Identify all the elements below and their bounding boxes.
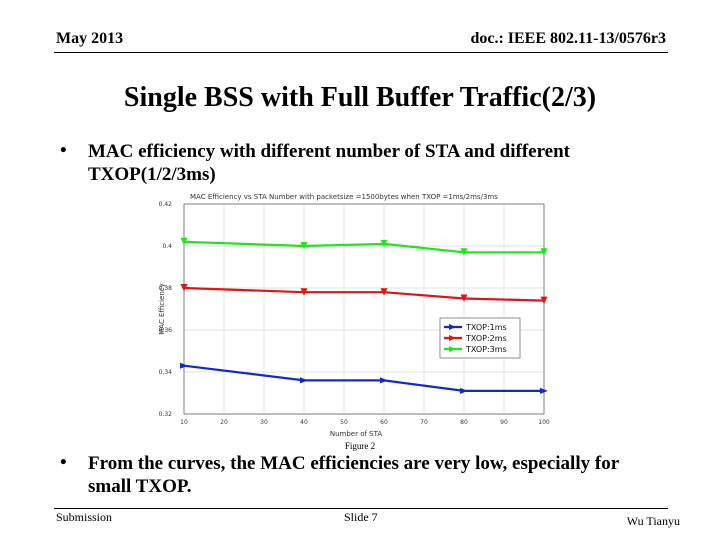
series-1-point [180,362,188,369]
x-axis-label: Number of STA [330,430,382,438]
header-date: May 2013 [56,30,124,47]
legend-marker-2 [449,335,456,341]
series-line-3 [183,240,544,254]
footer-rule [54,508,668,509]
x-tick-label: 30 [260,419,268,426]
footer-author: Wu Tianyu [626,514,680,528]
chart-series [180,237,548,394]
header-doc-id: doc.: IEEE 802.11-13/0576r3 [470,30,666,47]
header-rule [54,52,668,53]
chart-grid [183,203,545,415]
series-1-point [540,387,548,394]
y-tick-label: 0.34 [159,369,173,376]
series-2-point [180,284,188,292]
bullet-2-line-2: small TXOP. [88,476,192,497]
series-2-point [380,288,388,296]
y-tick-label: 0.32 [159,411,173,418]
chart-legend: TXOP:1ms TXOP:2ms TXOP:3ms [439,317,521,359]
x-tick-label: 80 [460,419,468,426]
legend-label-3: TXOP:3ms [465,345,507,354]
x-tick-label: 20 [220,419,228,426]
bullet-1-text: MAC efficiency with different number of … [88,140,570,186]
x-tick-label: 70 [420,419,428,426]
chart-ticks: 10 20 30 40 50 60 70 80 90 100 0.32 0.34 0.36 0.38 0.4… [159,201,550,426]
series-3-point [460,248,468,256]
bullet-1-line-1: MAC efficiency with different number of … [88,141,570,162]
bullet-1-marker: • [60,140,67,161]
legend-marker-3 [449,346,456,352]
figure-caption: Figure 2 [344,441,376,451]
footer-submission: Submission [56,510,113,524]
bullet-1-line-2: TXOP(1/2/3ms) [88,164,216,185]
legend-label-1: TXOP:1ms [465,323,507,332]
y-tick-label: 0.42 [159,201,173,208]
footer-slide-number: Slide 7 [344,510,378,524]
series-2-point [540,296,548,305]
bullet-2-marker: • [60,452,67,473]
y-tick-label: 0.38 [159,285,173,292]
bullet-2-text: From the curves, the MAC efficiencies ar… [88,452,619,498]
legend-marker-1 [449,324,456,330]
x-tick-label: 50 [340,419,348,426]
series-line-1 [183,364,544,392]
series-1-point [380,377,388,384]
series-1-point [460,387,468,394]
x-tick-label: 100 [538,419,550,426]
y-tick-label: 0.4 [162,243,172,250]
bullet-2-line-1: From the curves, the MAC efficiencies ar… [88,453,620,474]
series-3-point [380,239,388,248]
chart-title: MAC Efficiency vs STA Number with packet… [190,193,498,201]
series-2-point [460,294,468,302]
series-2-point [300,288,308,296]
series-1-point [300,377,308,384]
x-tick-label: 60 [380,419,388,426]
x-tick-label: 90 [500,419,508,426]
slide-title: Single BSS with Full Buffer Traffic(2/3) [123,82,597,113]
series-3-point [300,242,308,250]
legend-label-2: TXOP:2ms [465,334,507,343]
x-tick-label: 40 [300,419,308,426]
y-tick-label: 0.36 [159,327,173,334]
series-3-point [540,248,548,256]
x-tick-label: 10 [180,419,188,426]
series-3-point [180,237,188,246]
series-line-2 [183,286,545,302]
plot-frame [183,203,545,415]
mac-efficiency-chart: 10 20 30 40 50 60 70 80 90 100 0.32 0.34 0.36 0.38 0.4… [158,193,550,438]
y-axis-label: MAC Efficiency [158,283,166,335]
